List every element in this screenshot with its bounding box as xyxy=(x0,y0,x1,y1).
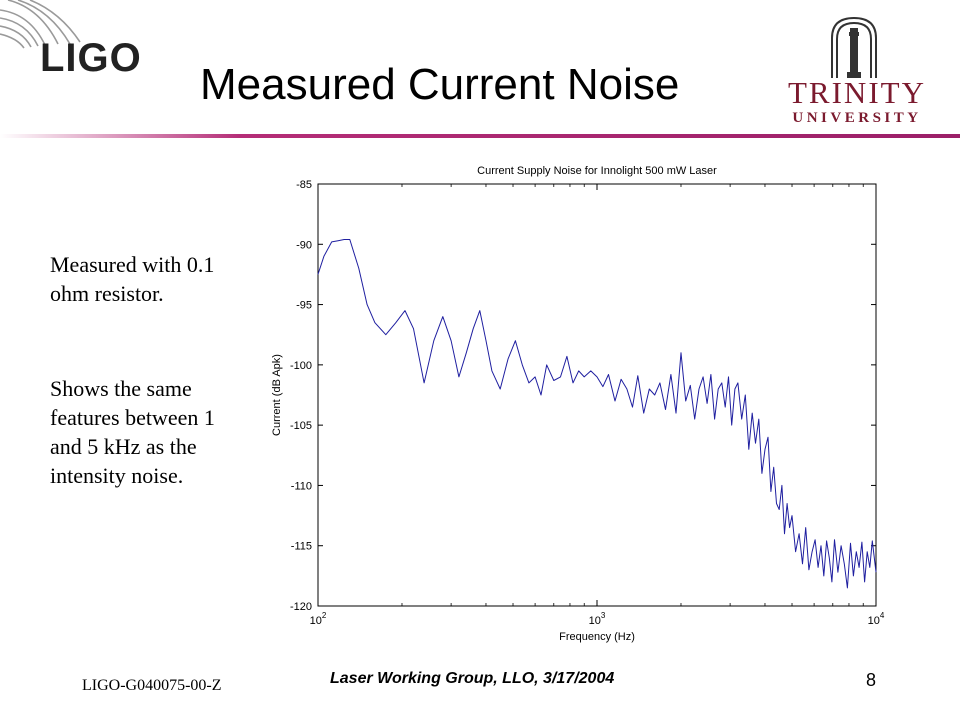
side-text-features: Shows the same features between 1 and 5 … xyxy=(50,376,215,488)
x-tick-label: 102 xyxy=(310,611,327,627)
y-tick-label: -100 xyxy=(290,360,312,372)
trinity-logo-name: TRINITY xyxy=(788,75,926,110)
x-tick-label: 103 xyxy=(589,611,606,627)
footer-meeting: Laser Working Group, LLO, 3/17/2004 xyxy=(330,670,615,687)
chart-title: Current Supply Noise for Innolight 500 m… xyxy=(477,165,717,177)
trinity-logo-subtitle: UNIVERSITY xyxy=(792,110,922,126)
y-tick-label: -95 xyxy=(296,300,312,312)
ligo-logo-arcs-icon xyxy=(0,0,81,49)
ligo-logo-text: LIGO xyxy=(40,36,142,80)
x-tick-label: 104 xyxy=(868,611,885,627)
y-axis-label: Current (dB Apk) xyxy=(271,354,283,436)
side-text-resistor: Measured with 0.1 ohm resistor. xyxy=(50,252,215,306)
x-axis-label: Frequency (Hz) xyxy=(559,631,635,643)
y-tick-label: -85 xyxy=(296,179,312,191)
y-tick-label: -115 xyxy=(291,541,312,553)
y-tick-label: -90 xyxy=(296,239,312,251)
series-line-0 xyxy=(317,239,877,589)
footer-document-id: LIGO-G040075-00-Z xyxy=(82,677,222,694)
slide-title: Measured Current Noise xyxy=(200,60,680,109)
plot-frame xyxy=(317,183,877,607)
y-tick-label: -110 xyxy=(291,480,312,492)
y-tick-label: -120 xyxy=(290,601,312,613)
trinity-tower-emblem-icon xyxy=(831,16,877,78)
current-noise-chart: Current Supply Noise for Innolight 500 m… xyxy=(271,165,885,643)
y-tick-label: -105 xyxy=(290,420,312,432)
page-number: 8 xyxy=(866,670,877,690)
title-divider xyxy=(0,134,960,138)
